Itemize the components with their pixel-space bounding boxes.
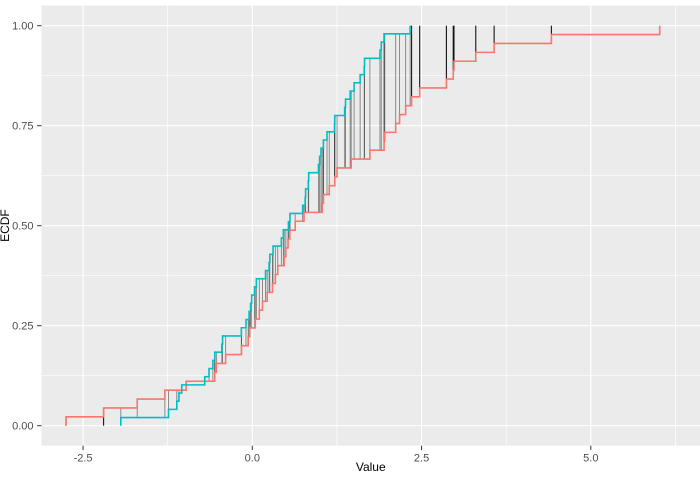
svg-text:ECDF: ECDF: [0, 209, 12, 242]
svg-text:-2.5: -2.5: [74, 453, 93, 465]
svg-text:0.50: 0.50: [12, 221, 33, 233]
svg-text:5.0: 5.0: [583, 453, 598, 465]
svg-text:Value: Value: [356, 460, 386, 474]
svg-text:0.0: 0.0: [245, 453, 260, 465]
svg-text:1.00: 1.00: [12, 21, 33, 33]
svg-text:2.5: 2.5: [414, 453, 429, 465]
svg-text:0.00: 0.00: [12, 421, 33, 433]
svg-text:0.25: 0.25: [12, 321, 33, 333]
svg-text:0.75: 0.75: [12, 121, 33, 133]
